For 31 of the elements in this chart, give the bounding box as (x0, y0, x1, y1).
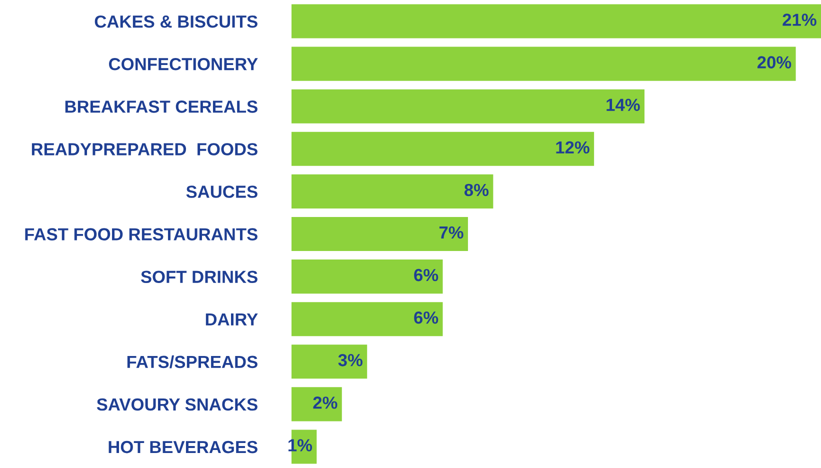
data-label: 8% (464, 184, 489, 196)
y-tick-label: DAIRY (206, 313, 258, 326)
data-label: 14% (606, 98, 640, 111)
bar (291, 344, 368, 379)
bar (291, 302, 443, 336)
bar (291, 174, 494, 208)
data-label: 3% (338, 354, 362, 366)
data-label: 2% (313, 396, 338, 409)
y-tick-label: SOFT DRINKS (140, 270, 258, 284)
data-label: 6% (414, 268, 438, 282)
bar (291, 89, 644, 124)
data-label: 20% (757, 56, 792, 68)
bar (291, 132, 594, 166)
y-tick-label: CONFECTIONERY (109, 58, 258, 70)
y-tick-label: SAUCES (186, 186, 258, 198)
data-label: 21% (782, 14, 816, 26)
bar (291, 46, 796, 81)
bar (291, 260, 443, 294)
y-tick-label: FATS/SPREADS (127, 355, 258, 368)
y-tick-label: FAST FOOD RESTAURANTS (25, 228, 258, 240)
y-tick-label: READYPREPARED FOODS (32, 143, 258, 156)
bar (291, 4, 821, 38)
bar (291, 216, 468, 252)
y-tick-label: HOT BEVERAGES (108, 440, 258, 454)
bar (291, 387, 342, 422)
data-label: 7% (439, 226, 464, 239)
data-label: 12% (556, 141, 590, 154)
data-label: 6% (414, 311, 438, 324)
y-tick-label: BREAKFAST CEREALS (65, 100, 258, 113)
y-tick-label: SAVOURY SNACKS (96, 398, 258, 411)
y-tick-label: CAKES & BISCUITS (94, 15, 258, 28)
